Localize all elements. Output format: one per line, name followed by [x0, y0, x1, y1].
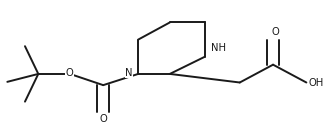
- Text: O: O: [65, 68, 73, 78]
- Text: O: O: [99, 114, 107, 124]
- Text: N: N: [125, 68, 133, 78]
- Text: O: O: [272, 27, 280, 37]
- Text: OH: OH: [309, 78, 324, 88]
- Text: NH: NH: [210, 43, 226, 53]
